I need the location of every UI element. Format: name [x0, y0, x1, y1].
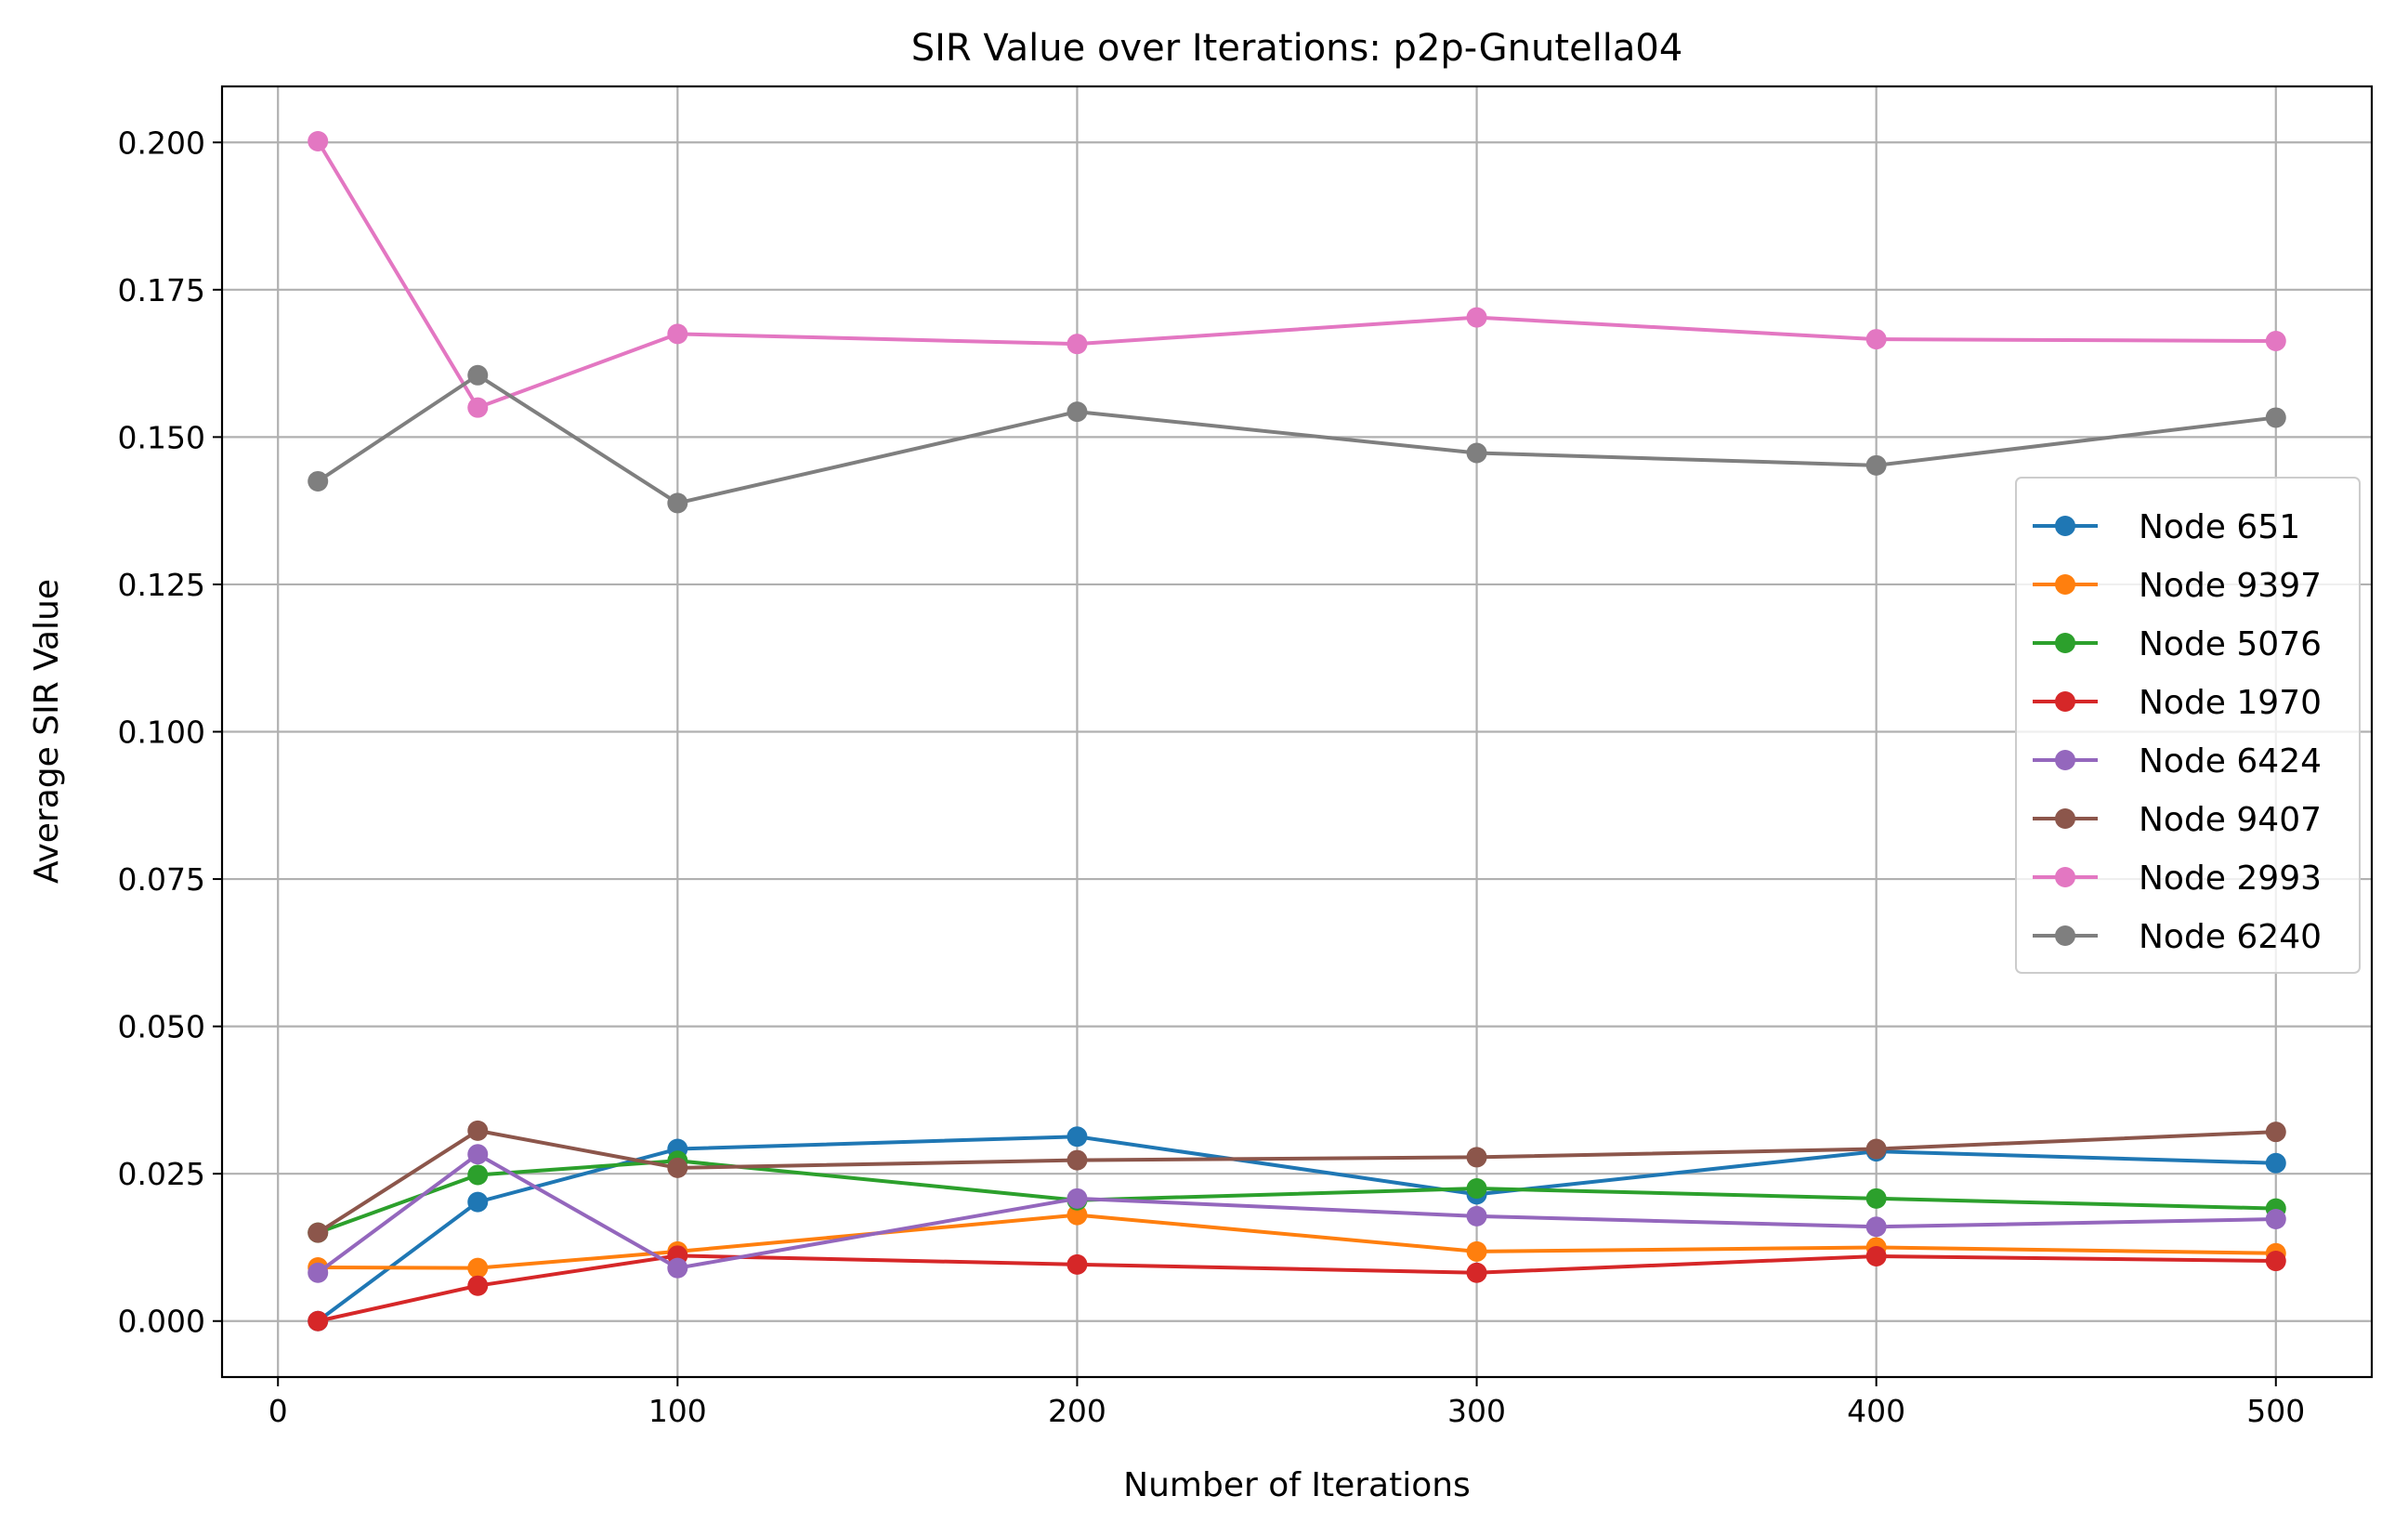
data-point: [467, 1191, 489, 1213]
data-point: [467, 1164, 489, 1186]
data-point: [308, 1310, 329, 1332]
y-tick-label: 0.100: [118, 715, 205, 751]
data-point: [2265, 407, 2286, 428]
y-tick-label: 0.150: [118, 419, 205, 455]
data-point: [2265, 330, 2286, 351]
series-node-2993: [308, 130, 2286, 418]
data-point: [1865, 1187, 1887, 1209]
data-point: [2265, 1122, 2286, 1143]
data-point: [308, 470, 329, 492]
legend-label: Node 9407: [2139, 801, 2322, 839]
data-point: [2265, 1209, 2286, 1230]
legend-label: Node 651: [2139, 508, 2300, 546]
x-tick-label: 0: [268, 1393, 288, 1429]
x-tick-label: 300: [1447, 1393, 1506, 1429]
legend-entry: Node 6424: [2033, 742, 2322, 781]
y-tick-label: 0.125: [118, 567, 205, 603]
y-tick-label: 0.200: [118, 125, 205, 161]
data-point: [667, 1257, 688, 1279]
legend-marker: [2055, 925, 2075, 946]
legend-label: Node 5076: [2139, 625, 2322, 663]
data-point: [1865, 1216, 1887, 1238]
data-point: [1067, 1253, 1088, 1275]
data-point: [2265, 1152, 2286, 1174]
legend-entry: Node 9407: [2033, 801, 2322, 839]
legend-label: Node 9397: [2139, 567, 2322, 605]
data-point: [1067, 1187, 1088, 1209]
series-node-6424: [308, 1144, 2286, 1283]
legend-marker: [2055, 691, 2075, 712]
y-axis: 0.000 0.025 0.050 0.075 0.100 0.125 0.150 0.175…: [118, 125, 222, 1340]
legend-marker: [2055, 867, 2075, 887]
data-point: [467, 364, 489, 386]
data-point: [1067, 1126, 1088, 1148]
data-point: [667, 323, 688, 345]
plot-area: [308, 130, 2286, 1332]
legend-entry: Node 5076: [2033, 625, 2322, 663]
data-point: [1466, 1262, 1487, 1283]
y-tick-label: 0.025: [118, 1156, 205, 1192]
data-point: [667, 1157, 688, 1178]
x-tick-label: 100: [648, 1393, 707, 1429]
data-point: [2265, 1251, 2286, 1272]
legend-label: Node 1970: [2139, 684, 2322, 722]
data-point: [1466, 1240, 1487, 1262]
data-point: [1067, 1204, 1088, 1226]
chart-title: SIR Value over Iterations: p2p-Gnutella0…: [911, 27, 1683, 70]
legend-entry: Node 1970: [2033, 684, 2322, 722]
legend-entry: Node 651: [2033, 508, 2300, 546]
legend-label: Node 2993: [2139, 859, 2322, 898]
legend-entry: Node 9397: [2033, 567, 2322, 605]
x-tick-label: 400: [1847, 1393, 1905, 1429]
legend-marker: [2055, 516, 2075, 536]
data-point: [1865, 329, 1887, 350]
legend-box: [2015, 477, 2361, 974]
data-point: [1865, 1245, 1887, 1266]
data-point: [308, 1222, 329, 1243]
data-point: [1067, 334, 1088, 355]
legend-marker: [2055, 808, 2075, 829]
data-point: [467, 1257, 489, 1279]
data-point: [1865, 454, 1887, 476]
data-point: [1466, 1147, 1487, 1168]
y-tick-label: 0.075: [118, 861, 205, 898]
y-axis-label: Average SIR Value: [28, 579, 66, 884]
series-node-6240: [308, 364, 2286, 514]
legend-marker: [2055, 750, 2075, 770]
legend-entry: Node 6240: [2033, 918, 2322, 956]
data-point: [467, 397, 489, 418]
data-point: [1865, 1138, 1887, 1160]
y-tick-label: 0.050: [118, 1009, 205, 1045]
data-point: [1067, 401, 1088, 423]
data-point: [308, 1262, 329, 1283]
data-point: [467, 1144, 489, 1165]
y-tick-label: 0.175: [118, 272, 205, 308]
data-point: [1466, 307, 1487, 328]
data-point: [1466, 1205, 1487, 1227]
legend-label: Node 6240: [2139, 918, 2322, 956]
legend-label: Node 6424: [2139, 742, 2322, 781]
x-axis: 0 100 200 300 400 500: [268, 1377, 2305, 1429]
data-point: [1466, 1178, 1487, 1200]
legend-entry: Node 2993: [2033, 859, 2322, 898]
y-tick-label: 0.000: [118, 1304, 205, 1340]
data-point: [1466, 442, 1487, 464]
series-node-1970: [308, 1245, 2286, 1332]
x-tick-label: 500: [2246, 1393, 2305, 1429]
series-node-9407: [308, 1120, 2286, 1243]
data-point: [308, 130, 329, 151]
x-axis-label: Number of Iterations: [1123, 1466, 1471, 1504]
data-point: [467, 1275, 489, 1296]
data-point: [1067, 1149, 1088, 1171]
legend: Node 651 Node 9397 Node 5076 Node 1970 Node …: [2015, 477, 2361, 974]
data-point: [667, 492, 688, 514]
x-tick-label: 200: [1048, 1393, 1106, 1429]
data-point: [467, 1120, 489, 1141]
legend-marker: [2055, 633, 2075, 653]
legend-marker: [2055, 574, 2075, 595]
